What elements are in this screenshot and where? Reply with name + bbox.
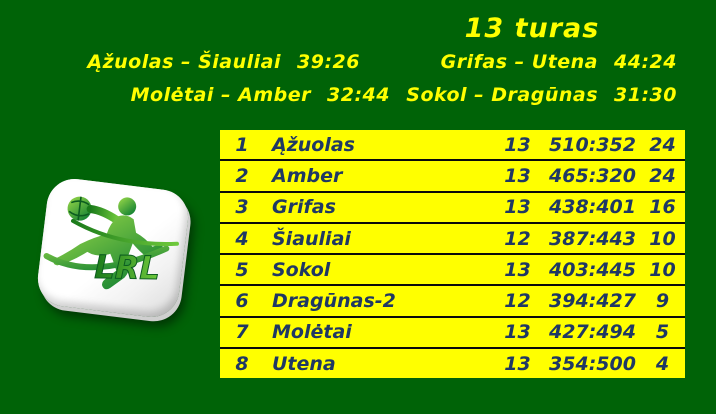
match-result: Grifas – Utena 44:24 xyxy=(441,51,677,73)
games-cell: 13 xyxy=(504,321,531,344)
points-cell: 9 xyxy=(655,290,670,313)
games-cell: 13 xyxy=(504,352,531,375)
table-row: 5 Sokol 13 403:445 10 xyxy=(220,253,685,285)
games-cell: 12 xyxy=(504,227,531,250)
team-cell: Grifas xyxy=(272,196,336,219)
points-cell: 16 xyxy=(649,196,676,219)
standings-table: 1 Ąžuolas 13 510:352 24 2 Amber 13 465:3… xyxy=(220,130,685,379)
games-cell: 13 xyxy=(504,164,531,187)
rank-cell: 8 xyxy=(235,352,249,375)
match-score: 44:24 xyxy=(614,51,677,73)
lrl-logo: LRL xyxy=(34,175,192,321)
games-cell: 13 xyxy=(504,258,531,281)
table-row: 7 Molėtai 13 427:494 5 xyxy=(220,315,685,348)
rank-cell: 4 xyxy=(235,227,249,250)
score-cell: 394:427 xyxy=(549,290,636,313)
handball-player-icon: LRL xyxy=(43,196,179,290)
score-cell: 465:320 xyxy=(549,164,636,187)
score-cell: 387:443 xyxy=(549,227,636,250)
table-row: 2 Amber 13 465:320 24 xyxy=(220,159,685,191)
match-score: 39:26 xyxy=(297,51,360,73)
team-cell: Sokol xyxy=(272,258,331,281)
match-score: 31:30 xyxy=(614,84,677,106)
team-cell: Šiauliai xyxy=(272,227,351,250)
match-teams: Grifas – Utena xyxy=(440,51,599,73)
round-title: 13 turas xyxy=(464,13,600,44)
score-cell: 510:352 xyxy=(549,133,636,156)
points-cell: 10 xyxy=(649,258,676,281)
table-row: 6 Dragūnas-2 12 394:427 9 xyxy=(220,284,685,316)
match-teams: Sokol – Dragūnas xyxy=(406,84,599,106)
rank-cell: 1 xyxy=(235,133,249,156)
games-cell: 12 xyxy=(504,290,531,313)
points-cell: 24 xyxy=(649,164,676,187)
match-result: Ąžuolas – Šiauliai 39:26 xyxy=(87,51,360,73)
table-row: 8 Utena 13 354:500 4 xyxy=(220,347,685,379)
score-cell: 354:500 xyxy=(549,352,636,375)
games-cell: 13 xyxy=(504,133,531,156)
rank-cell: 3 xyxy=(235,196,249,219)
team-cell: Molėtai xyxy=(272,321,352,344)
lrl-wordmark: LRL xyxy=(94,248,160,287)
match-result: Molėtai – Amber 32:44 xyxy=(131,84,390,106)
rank-cell: 2 xyxy=(235,164,249,187)
match-result: Sokol – Dragūnas 31:30 xyxy=(406,84,677,106)
points-cell: 10 xyxy=(649,227,676,250)
games-cell: 13 xyxy=(504,196,531,219)
match-teams: Molėtai – Amber xyxy=(130,84,312,106)
team-cell: Ąžuolas xyxy=(272,133,355,156)
table-row: 3 Grifas 13 438:401 16 xyxy=(220,190,685,222)
team-cell: Dragūnas-2 xyxy=(272,290,396,313)
team-cell: Utena xyxy=(272,352,336,375)
match-score: 32:44 xyxy=(327,84,390,106)
rank-cell: 6 xyxy=(235,290,249,313)
match-teams: Ąžuolas – Šiauliai xyxy=(87,51,282,73)
points-cell: 4 xyxy=(655,352,670,375)
team-cell: Amber xyxy=(272,164,343,187)
score-cell: 438:401 xyxy=(549,196,636,219)
score-cell: 427:494 xyxy=(549,321,636,344)
rank-cell: 7 xyxy=(235,321,249,344)
score-cell: 403:445 xyxy=(549,258,636,281)
rank-cell: 5 xyxy=(235,258,249,281)
points-cell: 24 xyxy=(649,133,676,156)
table-row: 1 Ąžuolas 13 510:352 24 xyxy=(220,130,685,160)
table-row: 4 Šiauliai 12 387:443 10 xyxy=(220,221,685,254)
points-cell: 5 xyxy=(655,321,670,344)
